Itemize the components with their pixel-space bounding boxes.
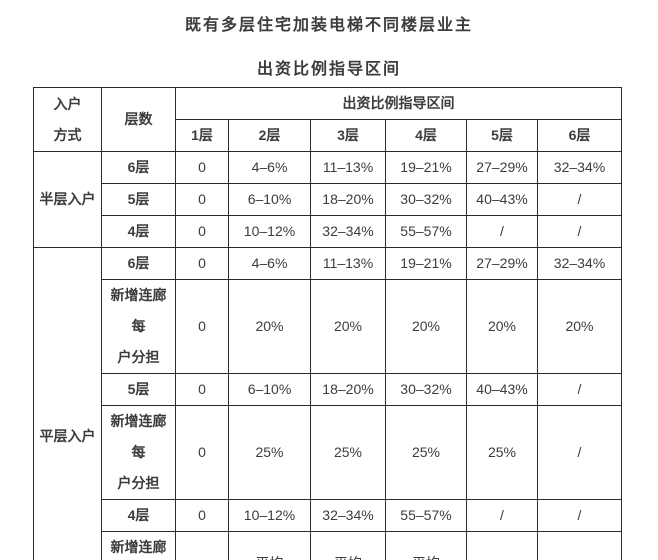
table-row: 半层入户 6层 0 4–6% 11–13% 19–21% 27–29% 32–3… (33, 151, 622, 248)
ratio-cell: / (466, 531, 538, 560)
row-label: 4层 (101, 215, 176, 248)
ratio-cell: 0 (175, 405, 229, 500)
ratio-cell: 18–20% (310, 373, 386, 406)
ratio-cell: / (537, 215, 622, 248)
row-label: 4层 (101, 499, 176, 532)
header-entry-mode: 入户 方式 (33, 87, 102, 152)
header-floor-3: 3层 (310, 119, 386, 152)
ratio-cell: 10–12% (228, 499, 311, 532)
row-label-corridor: 新增连廊每 户分担 (101, 279, 176, 374)
header-row-2: 1层 2层 3层 4层 5层 6层 (34, 119, 622, 152)
ratio-cell: 10–12% (228, 215, 311, 248)
ratio-cell: 27–29% (466, 151, 538, 184)
ratio-cell: 25% (466, 405, 538, 500)
ratio-cell: 11–13% (310, 247, 386, 280)
header-floor-4: 4层 (385, 119, 467, 152)
header-floor-1: 1层 (175, 119, 229, 152)
ratio-cell: 32–34% (537, 151, 622, 184)
row-label: 6层 (101, 247, 176, 280)
ratio-cell: 30–32% (385, 373, 467, 406)
ratio-cell: 40–43% (466, 183, 538, 216)
ratio-cell: 20% (466, 279, 538, 374)
header-floors: 层数 (101, 87, 176, 152)
ratio-cell: 40–43% (466, 373, 538, 406)
ratio-cell: 20% (228, 279, 311, 374)
header-floor-5: 5层 (466, 119, 538, 152)
group-label-half-floor: 半层入户 (33, 151, 102, 248)
ratio-cell: 0 (175, 279, 229, 374)
ratio-cell: / (466, 499, 538, 532)
ratio-cell: / (537, 373, 622, 406)
page: 既有多层住宅加装电梯不同楼层业主 出资比例指导区间 入户 方式 层数 出资比例指… (0, 11, 658, 560)
ratio-cell: 平均 分摊 (310, 531, 386, 560)
ratio-cell: 19–21% (385, 247, 467, 280)
ratio-cell: / (537, 405, 622, 500)
ratio-cell: / (537, 531, 622, 560)
ratio-cell: 0 (175, 531, 229, 560)
ratio-cell: 25% (228, 405, 311, 500)
page-title: 既有多层住宅加装电梯不同楼层业主 (184, 17, 473, 34)
ratio-cell: 20% (385, 279, 467, 374)
ratio-cell: 20% (537, 279, 622, 374)
ratio-cell: 30–32% (385, 183, 467, 216)
ratio-cell: 6–10% (228, 373, 311, 406)
ratio-cell: 32–34% (310, 499, 386, 532)
table-row: 新增连廊每 户分担 0 平均 分摊 平均 分摊 平均 分摊 / / (34, 531, 622, 560)
group-label-flat-floor: 平层入户 (33, 247, 102, 560)
ratio-cell: 0 (175, 373, 229, 406)
ratio-cell: 25% (310, 405, 386, 500)
header-row-1: 入户 方式 层数 出资比例指导区间 (33, 87, 622, 152)
table-row: 新增连廊每 户分担 0 20% 20% 20% 20% 20% (34, 279, 622, 374)
ratio-cell: 平均 分摊 (228, 531, 311, 560)
ratio-cell: 4–6% (228, 151, 311, 184)
table-row: 平层入户 6层 0 4–6% 11–13% 19–21% 27–29% 32–3… (33, 247, 622, 560)
ratio-cell: 平均 分摊 (385, 531, 467, 560)
ratio-cell: 27–29% (466, 247, 538, 280)
header-floor-6: 6层 (537, 119, 622, 152)
ratio-cell: 0 (175, 247, 229, 280)
ratio-cell: / (537, 183, 622, 216)
table-row: 5层 0 6–10% 18–20% 30–32% 40–43% / (34, 183, 622, 216)
row-label: 5层 (101, 373, 176, 406)
ratio-cell: 6–10% (228, 183, 311, 216)
header-group-title: 出资比例指导区间 (175, 87, 622, 120)
ratio-cell: 20% (310, 279, 386, 374)
table-row: 4层 0 10–12% 32–34% 55–57% / / (34, 215, 622, 248)
ratio-cell: 55–57% (385, 499, 467, 532)
ratio-cell: 0 (175, 151, 229, 184)
page-subtitle: 出资比例指导区间 (256, 61, 401, 78)
ratio-cell: 25% (385, 405, 467, 500)
row-label-corridor: 新增连廊每 户分担 (101, 531, 176, 560)
ratio-cell: / (466, 215, 538, 248)
row-label-corridor: 新增连廊每 户分担 (101, 405, 176, 500)
table-row: 4层 0 10–12% 32–34% 55–57% / / (34, 499, 622, 532)
ratio-cell: 32–34% (537, 247, 622, 280)
ratio-cell: 4–6% (228, 247, 311, 280)
ratio-cell: 32–34% (310, 215, 386, 248)
funding-ratio-table: 入户 方式 层数 出资比例指导区间 1层 2层 3层 4层 5层 6层 半层入户… (33, 87, 622, 560)
row-label: 5层 (101, 183, 176, 216)
ratio-cell: 19–21% (385, 151, 467, 184)
ratio-cell: 11–13% (310, 151, 386, 184)
row-label: 6层 (101, 151, 176, 184)
table-row: 5层 0 6–10% 18–20% 30–32% 40–43% / (34, 373, 622, 406)
ratio-cell: / (537, 499, 622, 532)
ratio-cell: 55–57% (385, 215, 467, 248)
table-row: 新增连廊每 户分担 0 25% 25% 25% 25% / (34, 405, 622, 500)
ratio-cell: 0 (175, 183, 229, 216)
header-floor-2: 2层 (228, 119, 311, 152)
ratio-cell: 0 (175, 499, 229, 532)
ratio-cell: 18–20% (310, 183, 386, 216)
ratio-cell: 0 (175, 215, 229, 248)
